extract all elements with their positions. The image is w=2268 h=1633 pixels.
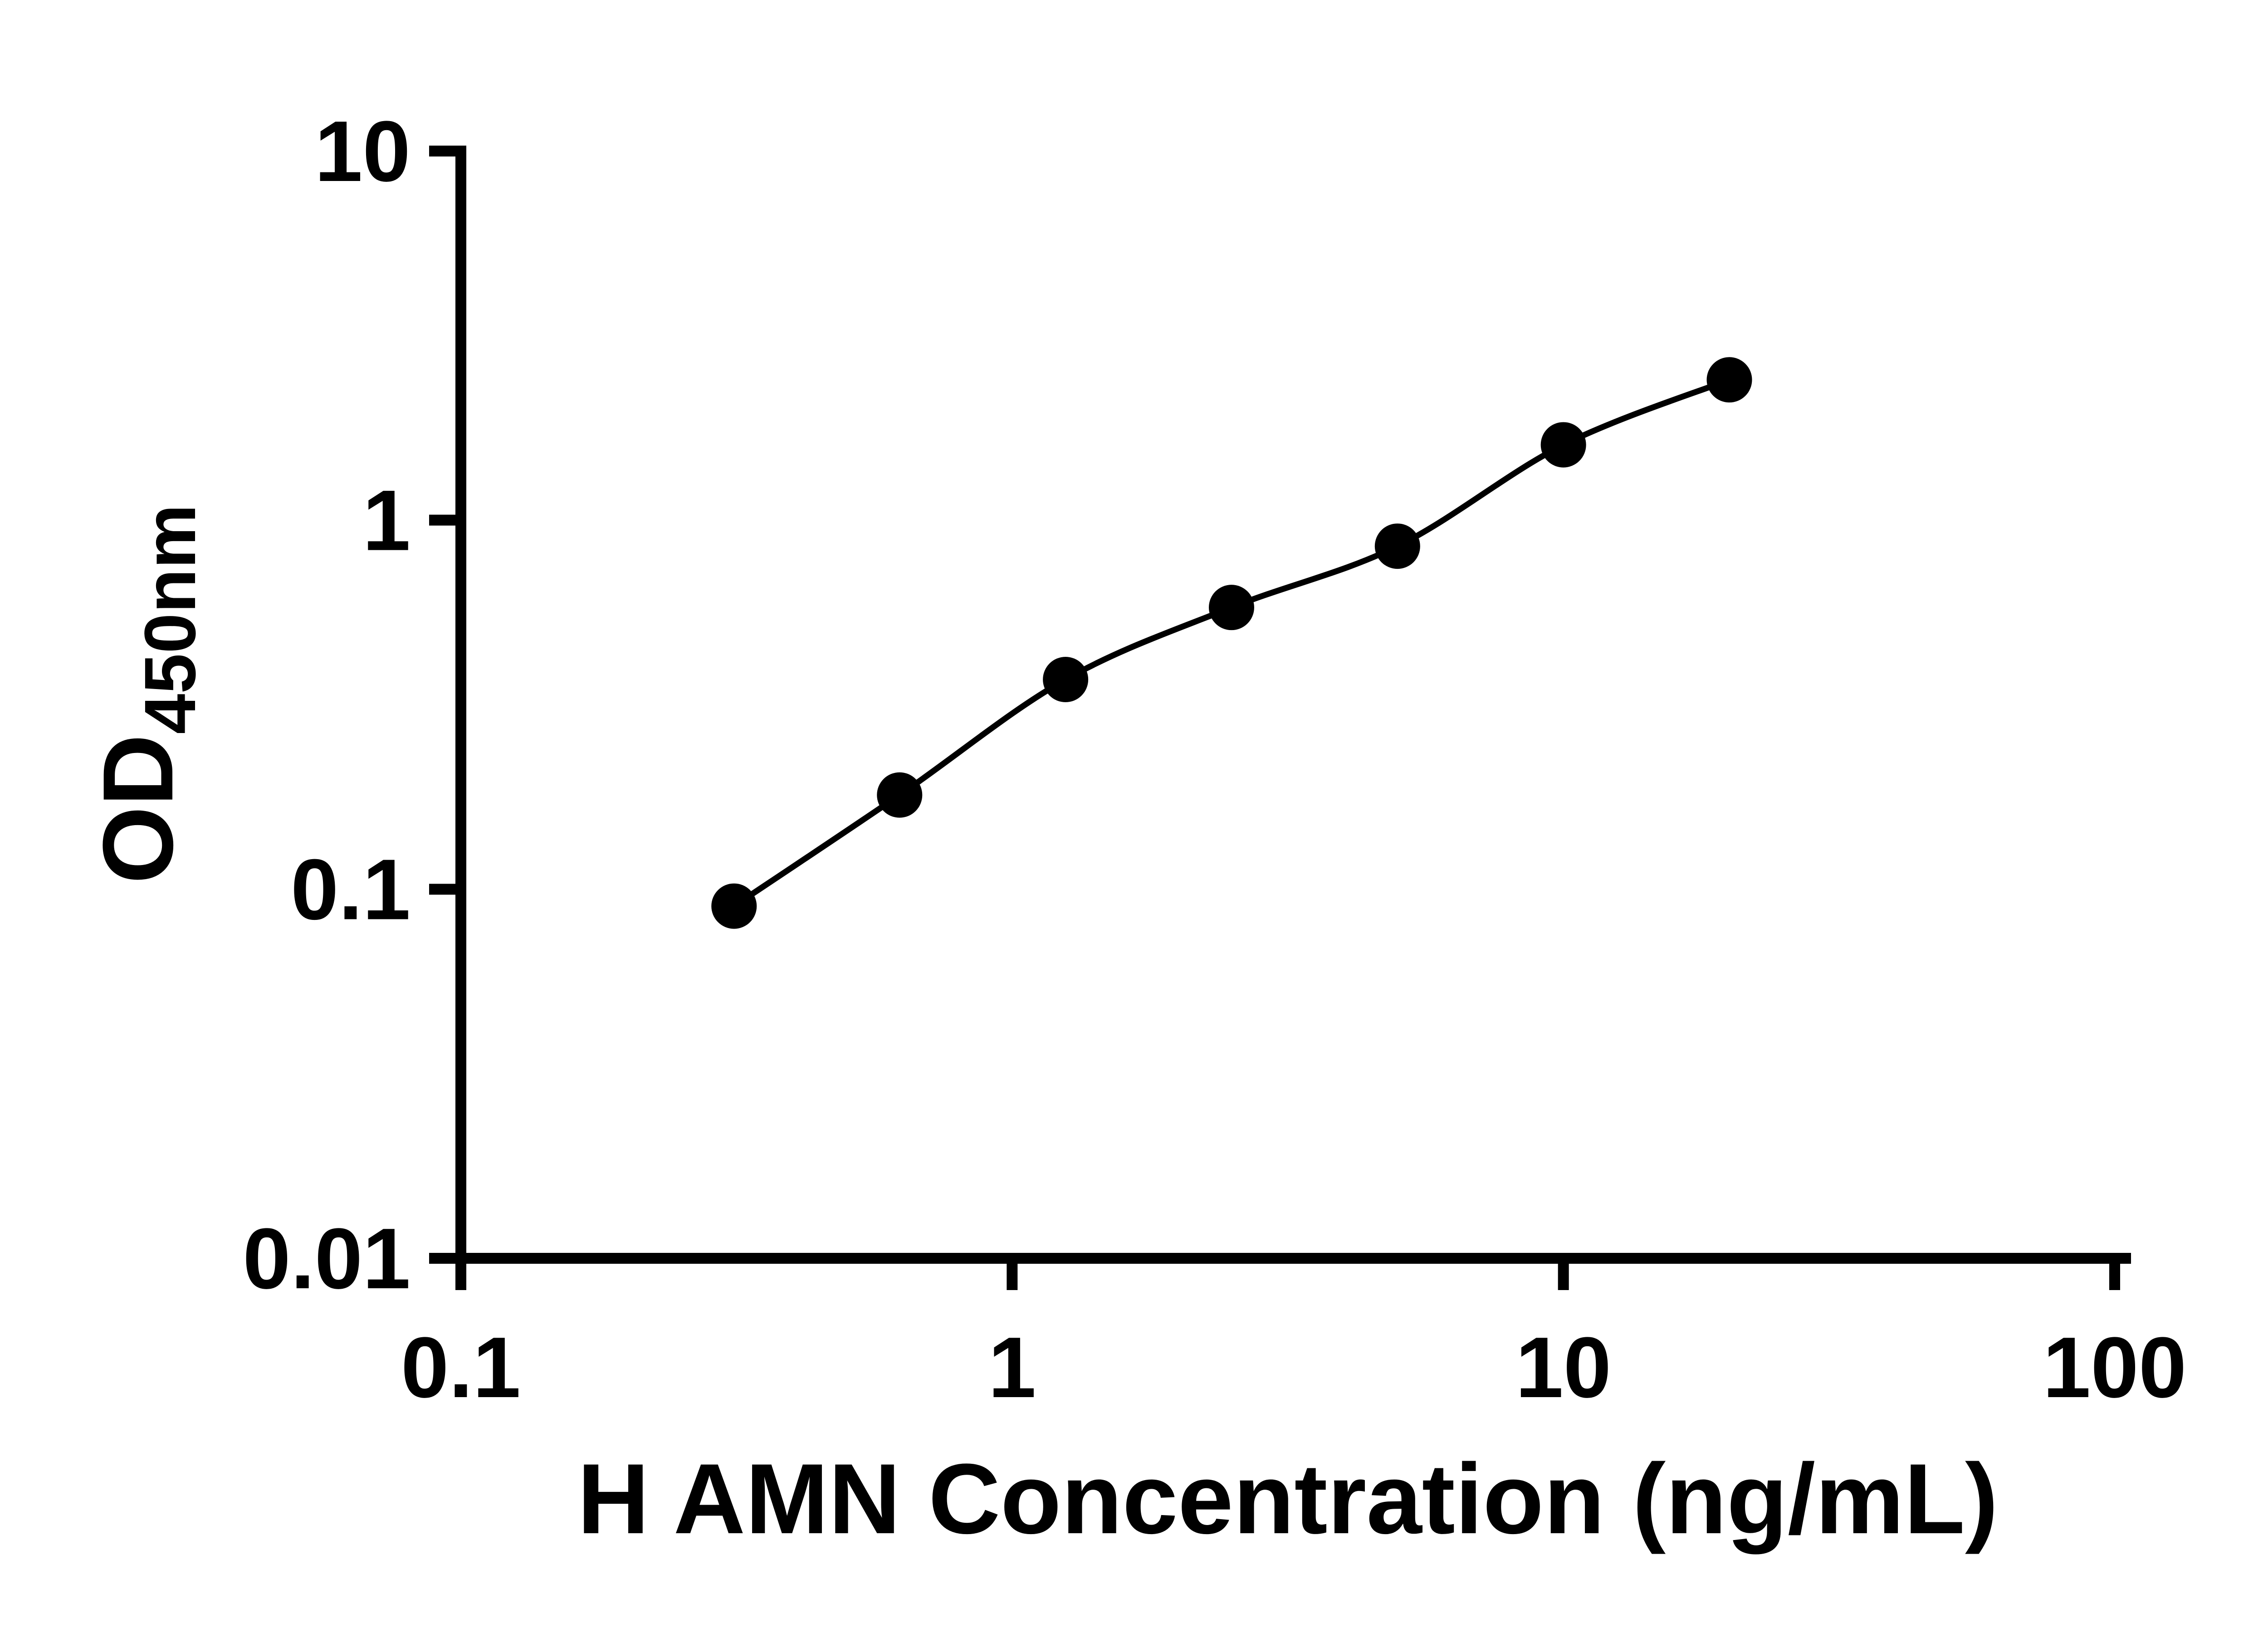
y-tick-label: 0.1 — [291, 841, 411, 938]
plot-area: 0.1 1 10 100 10 1 0.1 0.01 — [243, 103, 2186, 1416]
data-point — [711, 883, 757, 929]
y-axis-title-main: OD — [82, 734, 194, 884]
x-tick-label: 10 — [1515, 1320, 1611, 1416]
y-axis-title: OD450nm — [82, 504, 210, 884]
y-axis-title-subscript: 450nm — [129, 504, 210, 734]
data-point — [1043, 657, 1089, 703]
y-tick-label: 10 — [315, 103, 411, 200]
x-tick-label: 0.1 — [401, 1320, 521, 1416]
y-tick-label: 1 — [362, 473, 411, 569]
x-axis-title: H AMN Concentration (ng/mL) — [577, 1443, 1999, 1555]
x-tick-label: 100 — [2043, 1320, 2186, 1416]
data-point — [1706, 357, 1752, 403]
data-point — [1374, 523, 1420, 569]
data-point — [877, 772, 923, 818]
data-point — [1540, 422, 1586, 468]
y-tick-label: 0.01 — [243, 1211, 411, 1307]
data-point — [1208, 585, 1254, 631]
x-tick-label: 1 — [988, 1320, 1036, 1416]
